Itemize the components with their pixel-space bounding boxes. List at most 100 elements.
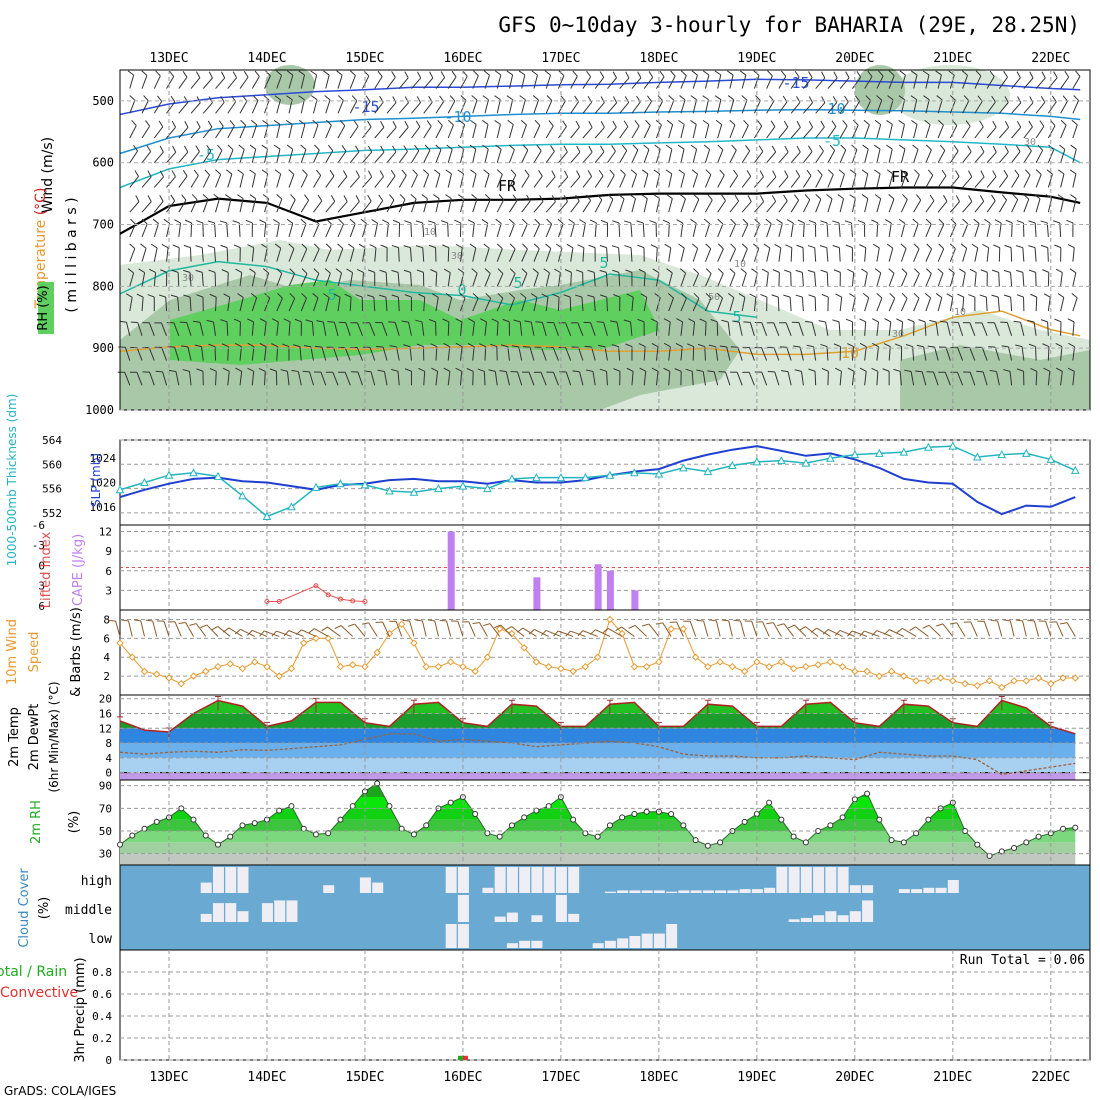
wind-barb — [362, 170, 373, 188]
wind-barb-flag — [1016, 269, 1024, 273]
slp-tick-label: 1024 — [90, 452, 117, 465]
wind-barb-shaft — [717, 297, 724, 312]
thickness-marker — [409, 487, 419, 496]
wind-barb-shaft — [864, 198, 869, 213]
wind-barb-shaft — [762, 621, 770, 637]
wind-barb-shaft — [1060, 346, 1063, 361]
wind-barb — [753, 120, 763, 139]
wind-barb — [974, 194, 985, 213]
wind-barb — [440, 220, 449, 237]
wind-barb-flag — [483, 70, 490, 76]
wind-barb-flag — [551, 170, 556, 177]
wind-barb — [313, 144, 320, 163]
wind-barb-flag — [914, 169, 920, 176]
wind-barb — [233, 244, 241, 262]
wind-barb — [442, 318, 450, 336]
wind-barb-flag — [481, 120, 489, 125]
wind-barb-flag — [391, 244, 399, 249]
cloud-bar-middle — [506, 912, 518, 922]
wind-barb-flag — [1041, 71, 1046, 79]
wind-barb-shaft — [178, 127, 189, 139]
wind-barb-shaft — [374, 223, 378, 238]
wind-barb — [924, 292, 932, 312]
wind-barb — [350, 322, 363, 336]
wind-barb-shaft — [178, 102, 189, 114]
wind-barb-flag — [819, 145, 824, 152]
wind-barb-shaft — [937, 223, 945, 238]
wind-barb-flag — [898, 218, 906, 224]
wind-barb-shaft — [888, 298, 896, 312]
rh-marker — [472, 811, 479, 817]
wind-barb — [641, 169, 649, 188]
cloud-bar-high — [200, 882, 212, 893]
wind-barb — [849, 293, 856, 312]
wind-barb — [963, 371, 976, 386]
wind-barb-flag — [741, 243, 748, 249]
wind-barb-flag — [992, 170, 997, 177]
wind-barb-flag — [705, 292, 712, 299]
wind-barb-shaft — [349, 126, 359, 139]
wind-barb — [594, 71, 605, 89]
wind-barb-shaft — [1047, 371, 1051, 386]
wind-barb-shaft — [864, 346, 867, 361]
wind-barb-flag — [1040, 319, 1048, 323]
wind-barb-shaft — [190, 127, 201, 139]
cloud-bar-middle — [555, 895, 567, 922]
wind-barb — [558, 95, 566, 114]
wind-barb-flag — [389, 345, 397, 348]
wind-barb-flag — [888, 268, 895, 274]
wind-barb-shaft — [888, 173, 894, 188]
wind-barb-shaft — [386, 102, 397, 114]
wind-barb-shaft — [411, 150, 420, 163]
wind-barb-flag — [433, 194, 440, 199]
wind-barb-shaft — [533, 223, 541, 238]
wind-barb — [1027, 319, 1037, 336]
wind-barb-shaft — [839, 77, 850, 89]
wind-speed-marker — [936, 674, 945, 682]
wind-barb-flag — [1051, 95, 1057, 103]
wind-barb — [594, 96, 605, 114]
cloud-bar-high — [372, 882, 384, 893]
wind-barb-flag — [271, 630, 277, 637]
wind-barb-shaft — [1035, 150, 1044, 163]
wind-barb — [950, 371, 964, 386]
wind-barb-flag — [341, 145, 347, 152]
wind-barb — [791, 321, 804, 336]
wind-barb — [753, 95, 761, 114]
wind-barb — [545, 170, 556, 188]
wind-barb-flag — [440, 71, 446, 78]
wind-barb — [327, 321, 339, 336]
wind-barb-shaft — [337, 248, 344, 262]
wind-barb-flag — [666, 194, 673, 200]
wind-barb-shaft — [521, 99, 526, 114]
wind-barb-flag — [286, 120, 293, 125]
wind-barb-shaft — [533, 125, 541, 139]
wind-barb-flag — [780, 70, 787, 77]
wind-barb-shaft — [937, 248, 945, 262]
wind-barb-shaft — [410, 222, 412, 237]
wind-barb — [844, 220, 853, 237]
wind-barb-flag — [262, 119, 269, 125]
wind-barb-shaft — [761, 322, 768, 336]
wind-barb-flag — [223, 293, 230, 298]
wind-barb-shaft — [1008, 346, 1013, 361]
wind-barb — [631, 120, 640, 139]
rh-marker — [741, 818, 748, 825]
rh-legend-swatch — [38, 282, 54, 334]
wind-barb-shaft — [447, 124, 454, 139]
wind-barb-flag — [902, 194, 908, 200]
wind-barb-flag — [237, 169, 244, 175]
wind-speed-marker — [446, 658, 455, 666]
wind-barb — [1072, 95, 1080, 114]
wind-barb — [771, 294, 780, 312]
wind-barb — [898, 95, 906, 114]
wind-barb-shaft — [945, 347, 951, 361]
wind-barb-flag — [1037, 144, 1043, 151]
wind-barb-shaft — [141, 272, 146, 287]
wind-barb — [586, 369, 596, 386]
wind-barb-shaft — [773, 347, 780, 361]
wind-barb-flag — [209, 293, 217, 298]
wind-barb-shaft — [851, 198, 856, 213]
wind-barb — [570, 145, 581, 164]
wind-barb — [138, 268, 146, 287]
